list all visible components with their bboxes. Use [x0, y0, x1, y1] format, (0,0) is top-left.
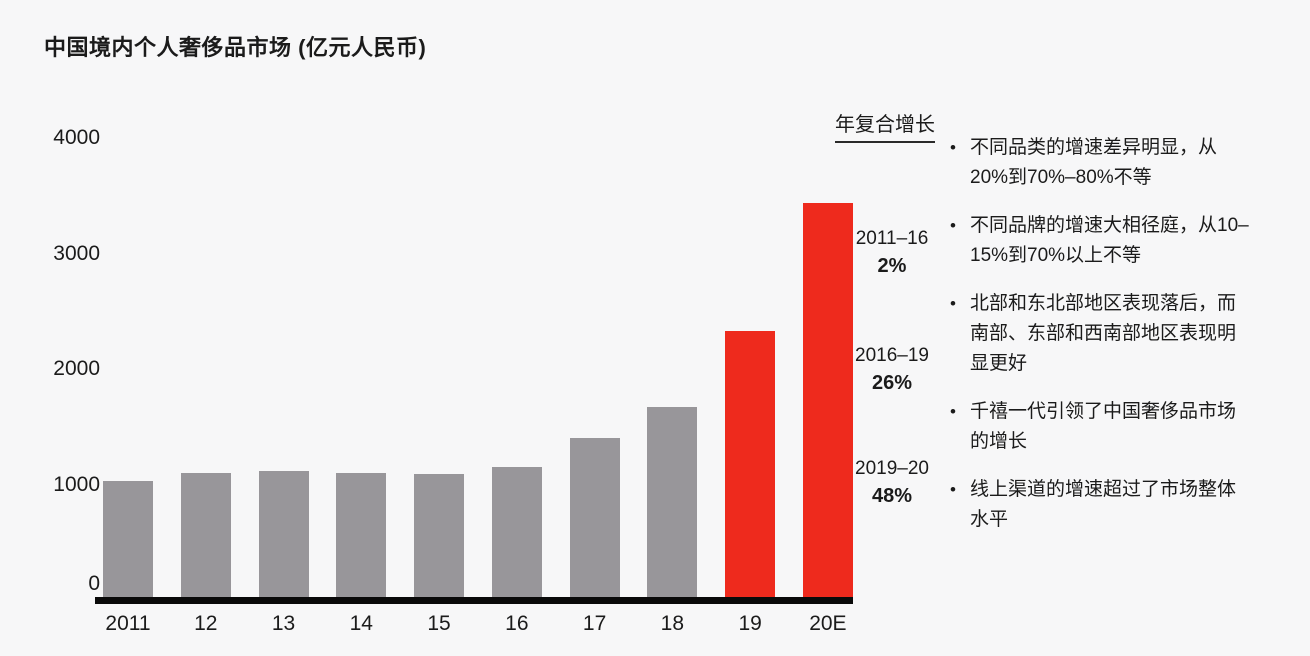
bullet-dot-icon: • [950, 138, 956, 157]
x-tick-label: 2011 [105, 612, 151, 635]
bullet-text: 北部和东北部地区表现落后，而南部、东部和西南部地区表现明显更好 [970, 293, 1237, 374]
x-tick-label: 20E [809, 612, 847, 635]
x-axis-labels: 2011 12 13 14 15 16 17 18 19 20E [103, 612, 853, 636]
chart-title: 中国境内个人奢侈品市场 (亿元人民币) [44, 35, 427, 60]
bullet-text: 不同品牌的增速大相径庭，从10–15%到70%以上不等 [970, 215, 1249, 266]
bullet-text: 不同品类的增速差异明显，从20%到70%–80%不等 [970, 137, 1218, 188]
cagr-period: 2011–16 [855, 228, 929, 249]
bullet-dot-icon: • [950, 402, 956, 421]
bullet-dot-icon: • [950, 294, 956, 313]
cagr-entry-2011–16: 2011–16 2% [831, 226, 953, 279]
cagr-value: 26% [871, 372, 913, 394]
bar-12 [180, 473, 231, 600]
x-tick-label: 14 [349, 612, 373, 635]
x-tick-label: 15 [427, 612, 451, 635]
x-tick-label: 12 [194, 612, 218, 635]
x-tick-label: 17 [582, 612, 607, 635]
x-tick-label: 13 [271, 612, 296, 635]
cagr-period: 2016–19 [855, 345, 929, 366]
y-tick-label: 1000 [53, 472, 100, 496]
x-axis-line [95, 597, 853, 604]
bullet-text: 线上渠道的增速超过了市场整体水平 [970, 479, 1237, 530]
y-tick-label: 4000 [53, 126, 100, 149]
insight-bullet: • 不同品类的增速差异明显，从20%到70%–80%不等 [950, 133, 1250, 193]
cagr-value: 2% [877, 255, 907, 277]
x-tick-label: 18 [660, 612, 685, 635]
bullet-dot-icon: • [950, 216, 956, 235]
bar-series [103, 203, 853, 600]
cagr-period: 2019–20 [855, 458, 929, 479]
bullet-dot-icon: • [950, 480, 956, 499]
bar-17 [569, 438, 620, 600]
y-tick-label: 0 [88, 572, 100, 595]
insight-bullet: • 线上渠道的增速超过了市场整体水平 [950, 475, 1250, 535]
insight-bullets: • 不同品类的增速差异明显，从20%到70%–80%不等 • 不同品牌的增速大相径庭，… [950, 133, 1250, 535]
bar-14 [336, 473, 387, 600]
y-tick-label: 3000 [53, 241, 100, 265]
insight-bullet: • 千禧一代引领了中国奢侈品市场的增长 [950, 397, 1250, 457]
insight-bullet: • 不同品牌的增速大相径庭，从10–15%到70%以上不等 [950, 211, 1250, 271]
cagr-heading: 年复合增长 [835, 108, 935, 143]
cagr-entry-2016–19: 2016–19 26% [831, 343, 953, 396]
bar-16 [491, 467, 542, 600]
cagr-value: 48% [871, 485, 913, 507]
bullet-text: 千禧一代引领了中国奢侈品市场的增长 [970, 401, 1237, 452]
insight-bullet: • 北部和东北部地区表现落后，而南部、东部和西南部地区表现明显更好 [950, 289, 1250, 379]
y-tick-label: 2000 [53, 357, 100, 380]
bar-19 [725, 331, 776, 600]
bar-15 [414, 474, 465, 600]
cagr-entry-2019–20: 2019–20 48% [831, 456, 953, 509]
bar-13 [258, 471, 309, 600]
bar-20E [802, 203, 853, 600]
bar-2011 [103, 481, 153, 600]
bar-18 [647, 407, 698, 600]
x-tick-label: 19 [738, 612, 762, 635]
x-tick-label: 16 [505, 612, 529, 635]
